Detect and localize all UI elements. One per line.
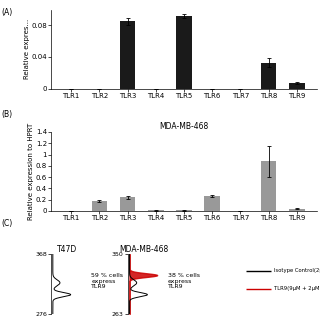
Title: T47D: T47D [57,245,77,254]
Text: 59 % cells
express
TLR9: 59 % cells express TLR9 [91,273,123,289]
Bar [120,21,135,89]
Title: MDA-MB-468: MDA-MB-468 [159,122,209,131]
Text: (C): (C) [2,219,13,228]
Bar [261,62,276,89]
Bar [204,196,220,211]
Title: MDA-MB-468: MDA-MB-468 [120,245,169,254]
Bar [176,210,192,211]
Bar [92,201,107,211]
Text: TLR9(9µM + 2µM): TLR9(9µM + 2µM) [274,286,320,291]
Y-axis label: Relative expres...: Relative expres... [24,19,30,79]
Text: (A): (A) [2,8,13,17]
Bar [120,197,135,211]
Bar [176,16,192,89]
Bar [289,83,305,89]
Y-axis label: Relative expression to HPRT: Relative expression to HPRT [28,123,34,220]
Text: (B): (B) [2,110,13,119]
Text: 38 % cells
express
TLR9: 38 % cells express TLR9 [168,273,200,289]
Bar [261,161,276,211]
Bar [148,210,164,211]
Text: Isotype Control(2µM): Isotype Control(2µM) [274,268,320,274]
Bar [289,209,305,211]
